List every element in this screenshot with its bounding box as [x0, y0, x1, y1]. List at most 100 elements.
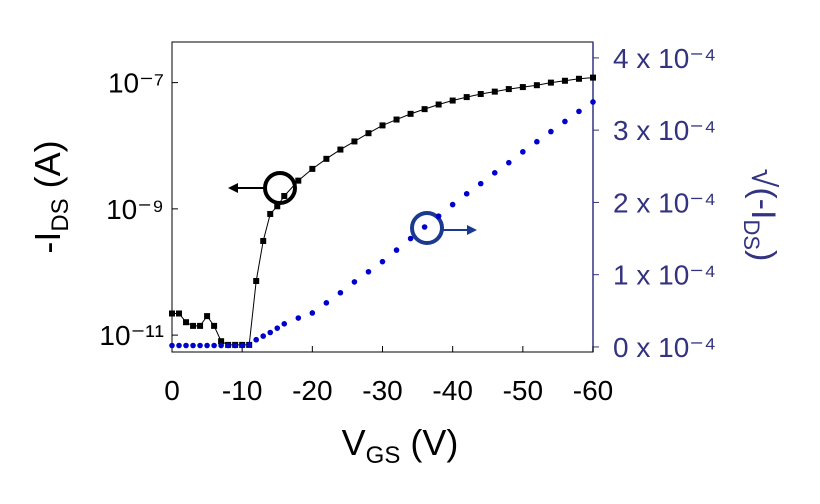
data-point — [449, 97, 456, 104]
y2-tick-label: 1 x 10⁻⁴ — [613, 260, 716, 291]
x-label-main: V — [342, 422, 366, 463]
data-point — [463, 94, 470, 101]
data-point — [183, 342, 189, 349]
y2-label-main: (-I — [744, 187, 782, 219]
data-point — [435, 101, 442, 108]
data-point — [576, 108, 582, 115]
y-tick-label: 10⁻¹¹ — [99, 320, 164, 351]
data-point — [176, 310, 183, 317]
x-axis-label: VGS (V) — [342, 422, 459, 469]
data-point — [169, 342, 175, 349]
data-point — [534, 138, 540, 145]
data-point — [421, 224, 428, 230]
data-point — [407, 110, 414, 117]
data-point — [274, 203, 281, 210]
data-point — [365, 268, 372, 275]
data-point — [253, 336, 259, 343]
y-axis-label: -IDS (A) — [27, 140, 74, 253]
data-point — [520, 149, 526, 155]
data-point — [393, 116, 400, 123]
data-point — [211, 342, 217, 349]
data-point — [379, 122, 386, 129]
data-point — [218, 342, 224, 349]
data-point — [506, 159, 512, 166]
data-point — [477, 180, 484, 187]
data-point — [225, 342, 231, 349]
data-point — [547, 79, 554, 86]
data-point — [351, 279, 358, 285]
data-point — [561, 77, 568, 84]
data-point — [379, 258, 386, 265]
data-point — [197, 342, 203, 349]
arrowhead — [228, 183, 238, 193]
data-point — [337, 146, 344, 153]
y-label-main: -I — [27, 232, 68, 254]
y2-tick-label: 4 x 10⁻⁴ — [613, 43, 716, 74]
y2-tick-label: 0 x 10⁻⁴ — [613, 332, 716, 363]
x-label-sub: GS — [366, 442, 401, 469]
data-point — [267, 329, 274, 336]
data-point — [260, 237, 267, 244]
data-point — [491, 88, 498, 95]
x-tick-label: -10 — [222, 375, 262, 406]
y-label-sub: DS — [47, 198, 74, 231]
series-marker-circle — [263, 171, 297, 205]
x-tick-label: -30 — [362, 375, 402, 406]
y2-tick-label: 3 x 10⁻⁴ — [613, 115, 716, 146]
data-point — [505, 86, 512, 93]
data-point — [575, 75, 582, 82]
data-point — [337, 289, 344, 296]
x-label-unit: (V) — [400, 422, 458, 463]
y2-label-close: ) — [744, 250, 782, 261]
data-point — [239, 342, 245, 349]
data-point — [323, 155, 330, 162]
x-tick-label: -60 — [573, 375, 613, 406]
data-point — [274, 325, 281, 331]
data-point — [491, 169, 498, 176]
series-marker-circle — [410, 211, 444, 245]
data-point — [295, 315, 302, 321]
series-line — [172, 77, 594, 346]
data-point — [190, 322, 197, 329]
data-point — [407, 235, 414, 242]
data-point — [562, 118, 568, 125]
x-tick-label: -20 — [292, 375, 332, 406]
x-tick-label: -50 — [503, 375, 543, 406]
data-point — [183, 319, 190, 326]
data-point — [176, 342, 182, 349]
data-point — [590, 99, 596, 105]
x-tick-label: 0 — [164, 375, 180, 406]
data-point — [232, 342, 238, 349]
data-point — [295, 177, 302, 184]
data-point — [253, 277, 260, 284]
data-point — [190, 342, 196, 349]
data-point — [477, 91, 484, 98]
data-point — [281, 192, 288, 199]
data-point — [267, 210, 274, 217]
y-tick-label: 10⁻⁷ — [108, 68, 164, 99]
data-point — [323, 300, 330, 306]
arrowhead — [467, 225, 477, 235]
x-tick-label: -40 — [432, 375, 472, 406]
data-point — [309, 165, 316, 172]
y2-label-root: √ — [744, 169, 782, 188]
data-point — [204, 342, 210, 349]
data-point — [260, 333, 267, 339]
y2-tick-label: 2 x 10⁻⁴ — [613, 187, 716, 218]
data-point — [548, 128, 554, 135]
y2-axis-label: √(-IDS) — [739, 169, 782, 262]
y2-label-sub: DS — [739, 219, 764, 250]
data-point — [463, 190, 470, 197]
data-point — [421, 106, 428, 113]
data-point — [204, 313, 211, 320]
data-point — [218, 338, 225, 345]
data-point — [365, 130, 372, 137]
data-point — [449, 201, 456, 208]
data-point — [519, 84, 526, 91]
y-label-unit: (A) — [27, 140, 68, 198]
plot-frame — [171, 41, 594, 353]
y-tick-label: 10⁻⁹ — [106, 194, 164, 225]
data-point — [246, 341, 252, 348]
